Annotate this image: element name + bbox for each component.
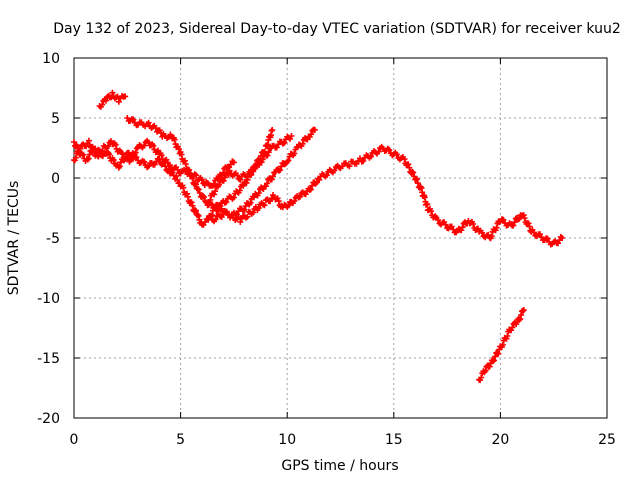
series-track-f [209, 126, 318, 225]
y-tick-label: -15 [37, 351, 60, 367]
data-points [71, 89, 566, 384]
data-point-markers [205, 133, 295, 206]
y-axis-label: SDTVAR / TECUs [6, 181, 22, 296]
x-tick-label: 20 [491, 432, 509, 448]
data-point-markers [71, 139, 566, 248]
y-tick-labels: 10 5 0 -5 -10 -15 -20 [37, 51, 60, 427]
series-track-c [96, 89, 129, 110]
y-tick-label: -5 [46, 231, 60, 247]
x-tick-label: 15 [385, 432, 403, 448]
series-track-g [476, 307, 527, 384]
data-point-markers [96, 89, 129, 110]
axis-ticks [73, 57, 608, 419]
x-tick-labels: 0 5 10 15 20 25 [70, 432, 616, 448]
y-tick-label: 0 [51, 171, 60, 187]
series-track-b [71, 137, 237, 189]
x-tick-label: 10 [278, 432, 296, 448]
data-point-markers [209, 126, 318, 225]
data-point-markers [71, 137, 237, 189]
y-tick-label: -10 [37, 291, 60, 307]
series-track-e [205, 133, 295, 206]
x-axis-label: GPS time / hours [281, 458, 398, 474]
chart-title: Day 132 of 2023, Sidereal Day-to-day VTE… [53, 21, 621, 37]
x-tick-label: 0 [70, 432, 79, 448]
x-tick-label: 25 [598, 432, 616, 448]
y-tick-label: 10 [42, 51, 60, 67]
y-tick-label: 5 [51, 111, 60, 127]
x-tick-label: 5 [176, 432, 185, 448]
data-point-markers [476, 307, 527, 384]
grid [74, 58, 607, 418]
y-tick-label: -20 [37, 411, 60, 427]
series-track-a [71, 139, 566, 248]
